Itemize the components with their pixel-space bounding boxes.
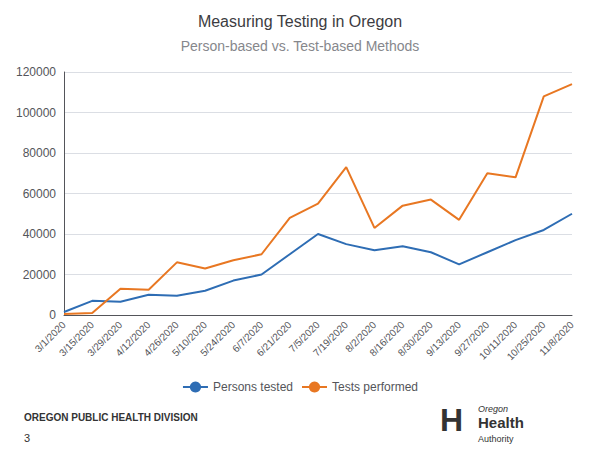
svg-text:OREGON PUBLIC HEALTH DIVISION: OREGON PUBLIC HEALTH DIVISION xyxy=(24,412,198,423)
svg-text:80000: 80000 xyxy=(23,146,57,160)
svg-text:8/2/2020: 8/2/2020 xyxy=(343,319,379,355)
svg-text:5/10/2020: 5/10/2020 xyxy=(169,319,209,359)
svg-text:11/8/2020: 11/8/2020 xyxy=(537,319,576,358)
svg-text:3/1/2020: 3/1/2020 xyxy=(32,319,68,355)
svg-text:Persons tested: Persons tested xyxy=(213,380,293,394)
svg-text:40000: 40000 xyxy=(23,227,57,241)
svg-text:Authority: Authority xyxy=(478,434,514,444)
svg-text:4/12/2020: 4/12/2020 xyxy=(113,319,153,359)
svg-text:20000: 20000 xyxy=(23,268,57,282)
svg-text:8/16/2020: 8/16/2020 xyxy=(367,319,407,359)
svg-text:3: 3 xyxy=(24,432,30,444)
svg-text:10/25/2020: 10/25/2020 xyxy=(505,319,548,362)
svg-text:H: H xyxy=(440,402,463,438)
svg-text:8/30/2020: 8/30/2020 xyxy=(395,319,435,359)
svg-text:7/5/2020: 7/5/2020 xyxy=(286,319,322,355)
svg-text:0: 0 xyxy=(49,308,56,322)
svg-text:Person-based vs. Test-based Me: Person-based vs. Test-based Methods xyxy=(181,38,420,54)
svg-text:4/26/2020: 4/26/2020 xyxy=(141,319,181,359)
svg-text:6/21/2020: 6/21/2020 xyxy=(254,319,294,359)
svg-text:Oregon: Oregon xyxy=(478,404,508,414)
svg-text:3/29/2020: 3/29/2020 xyxy=(85,319,125,359)
svg-text:Health: Health xyxy=(478,414,524,431)
svg-text:60000: 60000 xyxy=(23,187,57,201)
svg-text:3/15/2020: 3/15/2020 xyxy=(56,319,97,359)
svg-text:9/27/2020: 9/27/2020 xyxy=(452,319,492,359)
svg-text:7/19/2020: 7/19/2020 xyxy=(311,319,351,359)
svg-text:6/7/2020: 6/7/2020 xyxy=(230,319,266,355)
svg-text:9/13/2020: 9/13/2020 xyxy=(423,319,463,359)
svg-text:Tests performed: Tests performed xyxy=(332,380,418,394)
svg-text:5/24/2020: 5/24/2020 xyxy=(198,319,238,359)
svg-text:10/11/2020: 10/11/2020 xyxy=(476,319,520,362)
svg-text:120000: 120000 xyxy=(16,65,56,79)
svg-text:Measuring Testing in Oregon: Measuring Testing in Oregon xyxy=(198,13,402,30)
svg-text:100000: 100000 xyxy=(16,106,56,120)
